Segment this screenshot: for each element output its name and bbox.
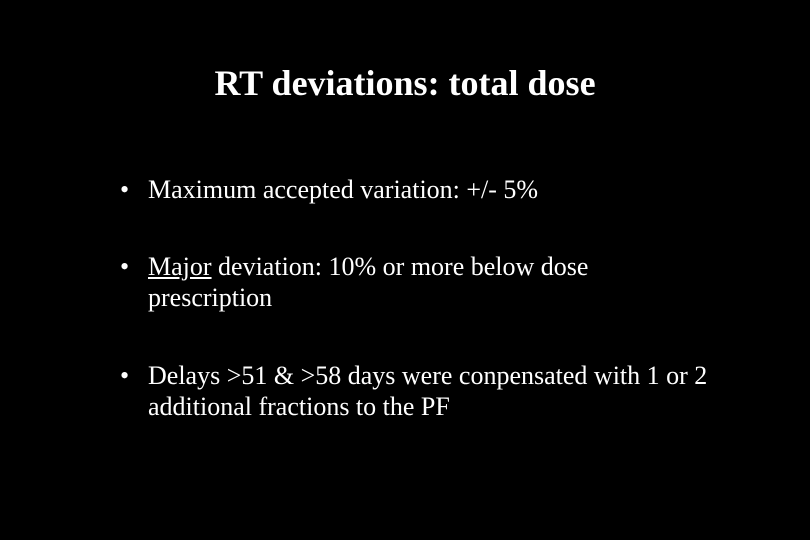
bullet-item: Major deviation: 10% or more below dose … [120,251,710,313]
bullet-text: Maximum accepted variation: +/- 5% [148,175,538,204]
bullet-text: Delays >51 & >58 days were conpensated w… [148,361,707,421]
slide: RT deviations: total dose Maximum accept… [0,0,810,540]
slide-title: RT deviations: total dose [100,62,710,104]
bullet-text: deviation: 10% or more below dose prescr… [148,252,588,312]
bullet-item: Maximum accepted variation: +/- 5% [120,174,710,205]
bullet-item: Delays >51 & >58 days were conpensated w… [120,360,710,422]
bullet-underlined: Major [148,252,212,281]
bullet-list: Maximum accepted variation: +/- 5% Major… [100,174,710,422]
